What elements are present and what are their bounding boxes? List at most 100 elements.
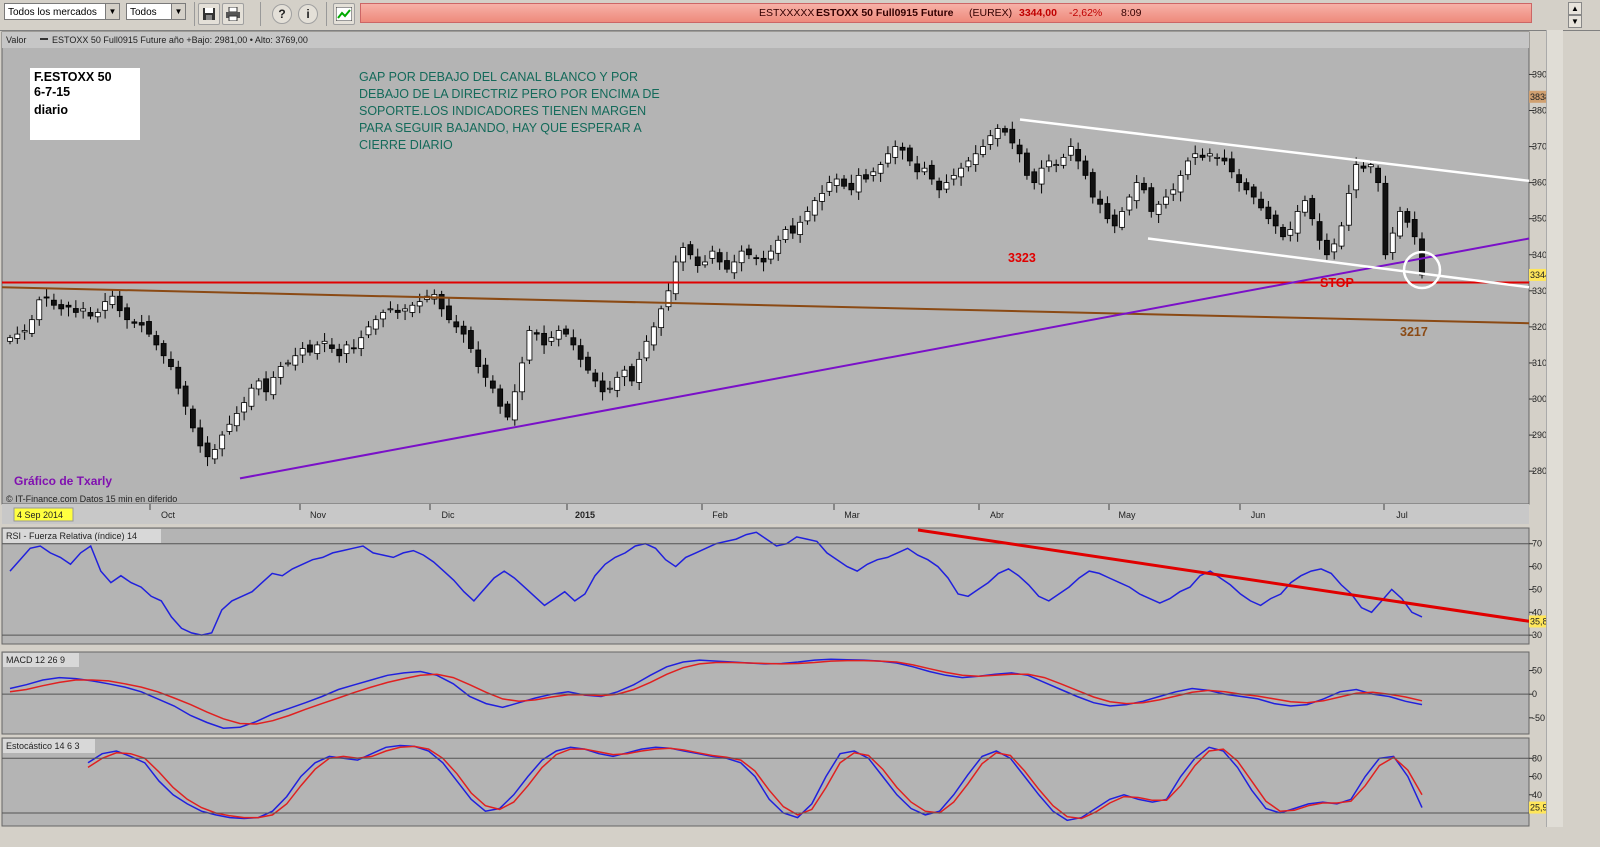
candle-body <box>833 178 840 186</box>
candle-body <box>226 423 233 432</box>
help-icon[interactable]: ? <box>272 4 292 24</box>
type-select[interactable]: Todos ▼ <box>126 3 186 20</box>
candle <box>577 338 584 368</box>
comment-line3: SOPORTE.LOS INDICADORES TIENEN MARGEN <box>359 104 646 118</box>
market-select[interactable]: Todos los mercados ▼ <box>4 3 120 20</box>
candle-body <box>628 366 635 382</box>
candle-body <box>607 387 613 390</box>
candle-body <box>1133 182 1140 202</box>
start-date-badge <box>13 507 74 522</box>
candle-body <box>80 308 87 312</box>
start-date-label: 4 Sep 2014 <box>17 510 63 520</box>
candle <box>1060 153 1067 169</box>
candle <box>775 235 782 261</box>
candle <box>533 329 540 341</box>
chart-icon[interactable] <box>333 3 355 25</box>
info-icon[interactable]: i <box>298 4 318 24</box>
candle <box>965 157 972 172</box>
candle <box>892 140 899 165</box>
candle <box>365 321 372 339</box>
candle <box>138 314 145 333</box>
candle-body <box>811 200 818 216</box>
candle-body <box>248 387 255 407</box>
y-tick-label: 3500 <box>1532 214 1546 224</box>
month-label: Oct <box>161 510 176 520</box>
candle-body <box>1221 157 1228 162</box>
vertical-scrollbar[interactable] <box>1546 30 1563 827</box>
candle <box>826 175 833 196</box>
candle <box>899 142 906 160</box>
minimize-icon[interactable]: ▲ <box>1568 2 1582 15</box>
candle <box>248 383 255 411</box>
candle <box>804 206 811 225</box>
candle-body <box>138 322 145 326</box>
candle <box>1228 151 1235 179</box>
candle <box>146 315 152 337</box>
candle <box>307 339 313 356</box>
candle <box>1155 201 1162 224</box>
candle <box>1419 232 1425 279</box>
comment-line2: DEBAJO DE LA DIRECTRIZ PERO POR ENCIMA D… <box>359 87 660 101</box>
candle <box>680 242 686 271</box>
candle <box>1411 211 1418 245</box>
quote-bar[interactable]: ESTXXXXX ESTOXX 50 Full0915 Future (EURE… <box>360 3 1532 23</box>
candle <box>1287 221 1294 242</box>
candle <box>219 431 226 457</box>
candle <box>475 341 482 374</box>
price-panel <box>1 31 1530 505</box>
candle-body <box>1265 206 1272 220</box>
candle-body <box>665 290 672 308</box>
candle <box>197 419 204 453</box>
chevron-down-icon[interactable]: ▼ <box>171 4 185 19</box>
save-icon[interactable] <box>198 3 220 25</box>
candle <box>50 293 57 310</box>
restore-icon[interactable]: ▼ <box>1568 15 1582 28</box>
candle <box>1250 184 1257 205</box>
candle-body <box>914 163 921 173</box>
month-label: Abr <box>990 510 1004 520</box>
candle <box>1184 157 1191 180</box>
last-price-tag <box>1529 268 1546 281</box>
candle <box>1082 155 1089 180</box>
candle <box>204 436 211 467</box>
candle <box>1316 213 1323 250</box>
candle-body <box>1331 243 1338 253</box>
chevron-down-icon[interactable]: ▼ <box>105 4 119 19</box>
candle-body <box>1236 174 1242 184</box>
candle-body <box>1053 164 1060 166</box>
y-tick-label: 2800 <box>1532 466 1546 476</box>
candle-body <box>972 153 979 165</box>
candle <box>1104 196 1111 224</box>
candle-body <box>1375 167 1382 184</box>
candle <box>409 302 416 318</box>
candle <box>1265 201 1272 225</box>
candle <box>855 168 862 200</box>
chart-area[interactable]: Valor ESTOXX 50 Full0915 Future año +Baj… <box>0 30 1546 827</box>
candle <box>519 356 526 401</box>
info-box-line3: diario <box>34 103 68 117</box>
candle-body <box>621 369 628 378</box>
candle-body <box>1002 128 1008 133</box>
candle-body <box>511 391 518 421</box>
candle-body <box>124 307 130 321</box>
candle-body <box>1009 128 1016 144</box>
candle-body <box>1163 196 1169 205</box>
y-tick-label: 0 <box>1532 689 1537 699</box>
candle-body <box>72 308 79 313</box>
y-tick-label: 60 <box>1532 772 1542 782</box>
candle-body <box>863 174 869 180</box>
candle <box>7 334 13 345</box>
candle <box>350 339 357 354</box>
candle <box>658 305 665 336</box>
candle <box>1016 138 1023 163</box>
candle-body <box>160 343 167 357</box>
candle-body <box>292 355 299 366</box>
long-term-trendline <box>1 286 1530 325</box>
candle-body <box>1024 152 1030 176</box>
candle <box>526 325 533 365</box>
print-icon[interactable] <box>222 3 244 25</box>
candle-body <box>446 305 452 321</box>
candle <box>299 342 306 363</box>
candle-body <box>519 362 526 393</box>
candle-body <box>1272 214 1279 227</box>
